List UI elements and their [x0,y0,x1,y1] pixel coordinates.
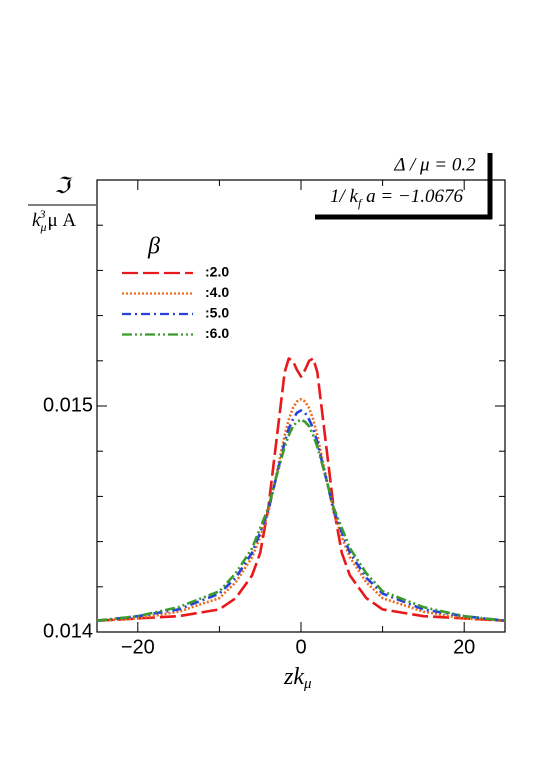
y-label-part: μ A [47,210,76,231]
annotation-part: k [350,186,359,207]
y-label-part: 3 [38,207,45,221]
legend-label: :2.0 [205,264,229,280]
x-tick-label: 0 [295,636,306,658]
x-tick-label: −20 [121,636,155,658]
y-label-part: k [32,210,41,231]
y-label-part: μ [39,220,46,234]
annotation: 1/ kf a = −1.0676 [330,186,463,209]
x-label-part: μ [303,676,312,692]
legend-label: :5.0 [205,305,229,321]
x-tick-label: 20 [453,636,475,658]
x-label-part: k [293,664,304,690]
y-tick-label: 0.014 [43,620,93,642]
series-line [96,357,506,622]
y-tick-label: 0.015 [43,394,93,416]
y-label-denominator: kμ3 μ A [32,207,76,234]
x-label: zkμ [283,664,312,693]
annotation-part: f [358,196,363,210]
series-line [96,397,506,622]
annotation-part: 1/ [330,186,350,207]
x-label-part: z [283,664,294,690]
annotation: Δ / μ = 0.2 [393,154,476,175]
legend-label: :6.0 [205,325,229,341]
series-line [96,409,506,622]
legend-label: :4.0 [205,284,229,300]
legend-title: β [147,234,160,260]
y-label-numerator: ℑ [54,173,73,198]
series-line [96,418,506,622]
annotation-part: a = −1.0676 [361,186,463,207]
